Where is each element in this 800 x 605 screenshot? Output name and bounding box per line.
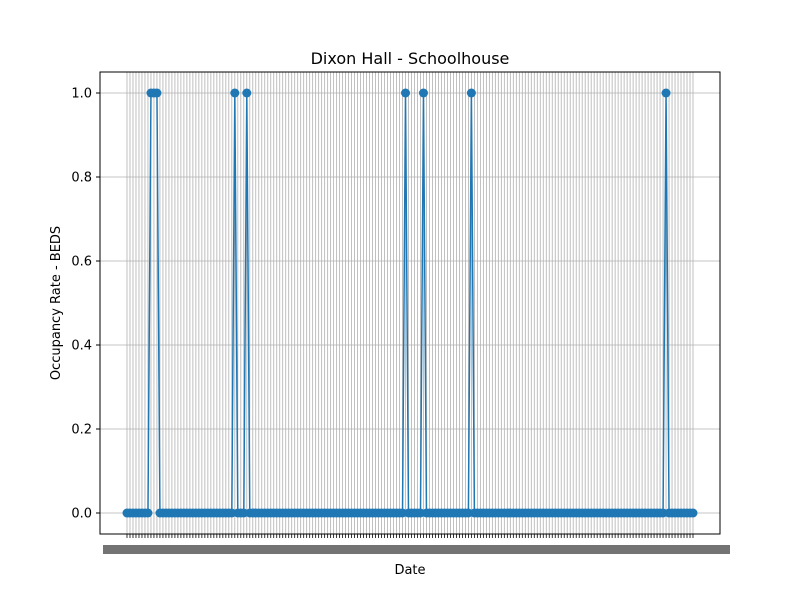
series xyxy=(122,88,698,518)
y-tick-label: 0.8 xyxy=(71,171,92,186)
data-point xyxy=(152,88,162,98)
x-ticks xyxy=(103,534,730,554)
x-tick-label-band xyxy=(103,545,730,554)
data-point xyxy=(466,88,476,98)
y-tick-label: 0.6 xyxy=(71,255,92,270)
y-tick-label: 0.4 xyxy=(71,339,92,354)
data-point xyxy=(242,88,252,98)
chart-title: Dixon Hall - Schoolhouse xyxy=(311,49,510,68)
y-tick-label: 1.0 xyxy=(71,87,92,102)
data-point xyxy=(418,88,428,98)
data-point xyxy=(230,88,240,98)
grid xyxy=(100,72,720,534)
y-tick-label: 0.2 xyxy=(71,423,92,438)
x-axis-label: Date xyxy=(394,563,425,578)
y-axis-label: Occupancy Rate - BEDS xyxy=(49,226,64,380)
y-ticks: 0.0 0.2 0.4 0.6 0.8 1.0 xyxy=(71,87,100,522)
axes-frame xyxy=(99,71,721,535)
data-point xyxy=(143,508,153,518)
data-point xyxy=(401,88,411,98)
data-point xyxy=(661,88,671,98)
y-tick-label: 0.0 xyxy=(71,507,92,522)
data-point xyxy=(688,508,698,518)
